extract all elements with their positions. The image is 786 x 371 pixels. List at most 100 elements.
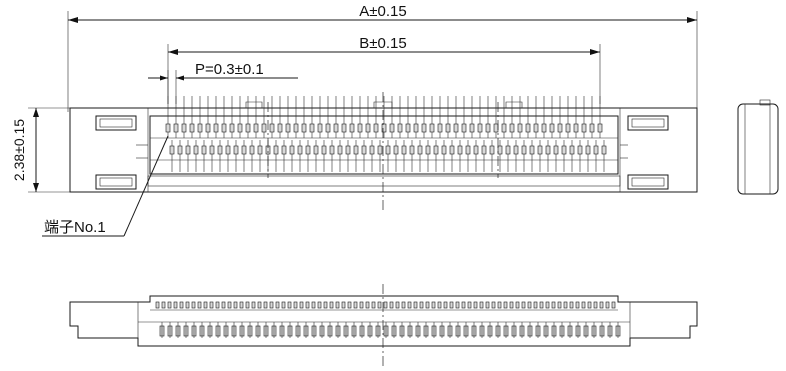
dimension-pitch: P=0.3±0.1 xyxy=(148,61,298,104)
front-pin xyxy=(269,301,274,309)
pin-pad xyxy=(345,145,351,155)
pin-pad xyxy=(401,145,407,155)
front-lower-pins xyxy=(159,322,621,338)
pin-pad xyxy=(301,123,307,133)
pin-pad xyxy=(453,123,459,133)
pin-pad xyxy=(537,145,543,155)
front-pin xyxy=(161,301,166,309)
pin-pad xyxy=(469,123,475,133)
front-pin xyxy=(455,301,460,309)
front-pin xyxy=(473,301,478,309)
pin-pad xyxy=(533,123,539,133)
front-pin xyxy=(551,301,556,309)
pin-pad xyxy=(217,145,223,155)
front-pin xyxy=(245,301,250,309)
pin-pad xyxy=(565,123,571,133)
pin-pad xyxy=(421,123,427,133)
pin-pad xyxy=(249,145,255,155)
dimension-b-label: B±0.15 xyxy=(359,35,406,52)
front-pin xyxy=(293,301,298,309)
front-pin xyxy=(359,301,364,309)
front-pin xyxy=(311,301,316,309)
front-pin xyxy=(341,301,346,309)
front-pin xyxy=(323,301,328,309)
pin-pad xyxy=(241,145,247,155)
pin-pad xyxy=(273,145,279,155)
pin-pad xyxy=(189,123,195,133)
front-pin xyxy=(167,301,172,309)
pin-pad xyxy=(381,123,387,133)
pin-pad xyxy=(297,145,303,155)
terminal-no1-label: 端子No.1 xyxy=(44,219,106,236)
front-pin xyxy=(575,301,580,309)
front-pin xyxy=(461,301,466,309)
pin-pad xyxy=(309,123,315,133)
pin-pad xyxy=(349,123,355,133)
front-pin xyxy=(587,301,592,309)
pin-pad xyxy=(229,123,235,133)
pin-pad xyxy=(177,145,183,155)
front-pin xyxy=(395,301,400,309)
front-pin xyxy=(383,301,388,309)
pin-pad xyxy=(529,145,535,155)
front-pin xyxy=(209,301,214,309)
front-pin xyxy=(287,301,292,309)
pin-pad xyxy=(549,123,555,133)
pin-pad xyxy=(581,123,587,133)
pin-pad xyxy=(593,145,599,155)
pin-pad xyxy=(253,123,259,133)
pin-pad xyxy=(477,123,483,133)
pin-pad xyxy=(521,145,527,155)
front-pin xyxy=(173,301,178,309)
front-pin xyxy=(329,301,334,309)
pin-pad xyxy=(585,145,591,155)
terminal-no1-callout: 端子No.1 xyxy=(42,135,169,237)
pin-pad xyxy=(457,145,463,155)
front-pin xyxy=(371,301,376,309)
pin-pad xyxy=(209,145,215,155)
front-view xyxy=(69,284,698,366)
pin-pad xyxy=(465,145,471,155)
front-pin xyxy=(521,301,526,309)
pin-pad xyxy=(473,145,479,155)
right-latch xyxy=(620,115,669,190)
front-pin xyxy=(605,301,610,309)
left-latch xyxy=(95,115,148,190)
front-pin xyxy=(263,301,268,309)
front-pin xyxy=(497,301,502,309)
pin-pad xyxy=(385,145,391,155)
pin-pad xyxy=(337,145,343,155)
pin-pad xyxy=(525,123,531,133)
pin-pad xyxy=(257,145,263,155)
front-pin xyxy=(239,301,244,309)
pin-pad xyxy=(201,145,207,155)
pin-pad xyxy=(225,145,231,155)
front-pin xyxy=(227,301,232,309)
pin-pad xyxy=(361,145,367,155)
pin-pad xyxy=(517,123,523,133)
pin-pad xyxy=(445,123,451,133)
dimension-b: B±0.15 xyxy=(167,35,601,104)
front-pin xyxy=(557,301,562,309)
front-pin xyxy=(509,301,514,309)
pin-pad xyxy=(289,145,295,155)
pin-pad xyxy=(325,123,331,133)
front-pin xyxy=(545,301,550,309)
front-pin xyxy=(335,301,340,309)
pin-pad xyxy=(449,145,455,155)
pin-pad xyxy=(417,145,423,155)
pin-pad xyxy=(513,145,519,155)
front-pin xyxy=(401,301,406,309)
front-pin xyxy=(347,301,352,309)
side-view xyxy=(737,99,779,195)
pin-pad xyxy=(461,123,467,133)
pin-pad xyxy=(341,123,347,133)
pin-pad xyxy=(313,145,319,155)
pin-pad xyxy=(505,145,511,155)
pin-pad xyxy=(369,145,375,155)
front-pin xyxy=(257,301,262,309)
front-pin xyxy=(185,301,190,309)
pin-pad xyxy=(305,145,311,155)
front-pin xyxy=(527,301,532,309)
front-pin xyxy=(305,301,310,309)
